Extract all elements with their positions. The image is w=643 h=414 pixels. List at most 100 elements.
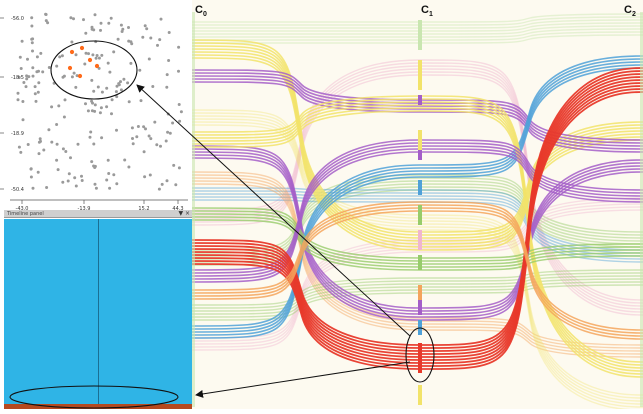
scatter-point	[91, 53, 95, 57]
scatter-point	[106, 61, 110, 65]
scatter-point	[69, 16, 73, 20]
panel-close-icon[interactable]: ▼ ×	[178, 210, 190, 217]
highlighted-point[interactable]	[79, 45, 85, 51]
scatter-point	[93, 13, 97, 17]
axis-segment[interactable]	[418, 20, 422, 50]
scatter-point	[158, 38, 162, 42]
scatter-point	[117, 82, 121, 86]
timeline-highlight-bar[interactable]	[4, 404, 192, 409]
axis-segment[interactable]	[418, 150, 422, 160]
axis-segment[interactable]	[192, 12, 195, 407]
scatter-point	[119, 88, 123, 92]
axis-segment[interactable]	[418, 320, 422, 335]
scatter-point	[112, 173, 116, 177]
scatter-point	[100, 136, 104, 140]
y-tick-label: -18.5	[11, 75, 24, 81]
scatter-point	[167, 59, 171, 62]
scatter-point	[136, 125, 140, 128]
highlighted-point[interactable]	[77, 73, 83, 79]
scatter-point	[35, 70, 39, 74]
scatter-point	[171, 121, 175, 125]
scatter-point	[19, 67, 23, 70]
highlighted-point[interactable]	[67, 65, 73, 71]
scatter-point	[29, 167, 33, 171]
scatter-point	[83, 62, 87, 66]
flow-diagram: C0 C1 C2	[191, 0, 643, 411]
axis-segment[interactable]	[418, 300, 422, 315]
scatter-plot-view[interactable]: -56.0 -18.5 -18.9 -50.4 -43.0 -13.9 15.2 44.3	[0, 0, 192, 216]
scatter-point	[44, 19, 48, 23]
flow-line[interactable]	[191, 75, 643, 147]
scatter-point	[74, 85, 78, 89]
scatter-point	[90, 78, 94, 82]
scatter-point	[110, 98, 114, 102]
scatter-point	[97, 56, 101, 60]
scatter-point	[31, 66, 35, 70]
scatter-point	[123, 158, 127, 162]
flow-line[interactable]	[191, 48, 643, 242]
scatter-point	[37, 152, 41, 156]
selection-ellipse[interactable]	[50, 40, 138, 100]
scatter-point	[156, 43, 159, 47]
axis-segment[interactable]	[418, 343, 422, 373]
scatter-point	[18, 55, 22, 59]
scatter-point	[74, 184, 78, 188]
scatter-point	[33, 92, 37, 96]
highlighted-point[interactable]	[87, 57, 93, 63]
scatter-point	[151, 85, 155, 88]
flow-line[interactable]	[191, 34, 643, 44]
flow-line[interactable]	[191, 45, 643, 239]
axis-segment[interactable]	[418, 205, 422, 225]
scatter-point	[30, 41, 34, 45]
scatter-point	[34, 99, 38, 103]
scatter-point	[20, 39, 24, 43]
scatter-point	[31, 74, 35, 78]
scatter-point	[21, 100, 25, 103]
panel-title-bar[interactable]: Timeline panel ▼ ×	[4, 210, 192, 218]
scatter-point	[39, 51, 43, 55]
axis-segment[interactable]	[418, 385, 422, 405]
axis-segment[interactable]	[418, 95, 422, 105]
scatter-point	[33, 85, 37, 89]
scatter-point	[90, 160, 94, 164]
scatter-point	[129, 61, 133, 65]
scatter-point	[105, 105, 109, 109]
axis-segment[interactable]	[640, 12, 643, 407]
scatter-point	[149, 36, 153, 40]
axis-segment[interactable]	[418, 285, 422, 300]
scatter-point	[127, 165, 131, 169]
scatter-point	[138, 68, 142, 72]
axis-segment[interactable]	[418, 180, 422, 195]
scatter-point	[55, 64, 59, 68]
highlighted-point[interactable]	[69, 49, 75, 55]
scatter-point	[62, 74, 66, 78]
axis-segment[interactable]	[418, 130, 422, 150]
scatter-point	[108, 70, 112, 74]
scatter-point	[70, 75, 74, 79]
scatter-point	[106, 158, 110, 162]
axis-segment[interactable]	[418, 230, 422, 250]
highlighted-point[interactable]	[94, 63, 100, 69]
scatter-point	[168, 131, 172, 135]
scatter-point	[62, 115, 66, 119]
scatter-point	[119, 80, 122, 84]
scatter-point	[55, 142, 59, 146]
scatter-point	[120, 30, 124, 33]
flow-lines[interactable]	[191, 0, 643, 411]
flow-line[interactable]	[191, 51, 643, 245]
panel-title: Timeline panel	[7, 211, 44, 217]
scatter-point	[29, 175, 33, 179]
scatter-point	[165, 73, 169, 77]
scatter-point	[55, 158, 59, 162]
axis-segment[interactable]	[418, 60, 422, 90]
x-tick-label: -43.0	[16, 206, 29, 212]
time-cursor-line[interactable]	[98, 219, 99, 405]
axis-segment[interactable]	[418, 255, 422, 270]
scatter-point	[110, 112, 113, 116]
scatter-plot[interactable]: -56.0-18.5-18.9-50.4 -43.0 -13.9 15.2 44.3	[0, 0, 192, 216]
scatter-point	[127, 100, 131, 104]
scatter-point	[115, 128, 118, 132]
scatter-point	[178, 119, 182, 123]
scatter-point	[66, 179, 70, 183]
scatter-point	[25, 74, 29, 78]
